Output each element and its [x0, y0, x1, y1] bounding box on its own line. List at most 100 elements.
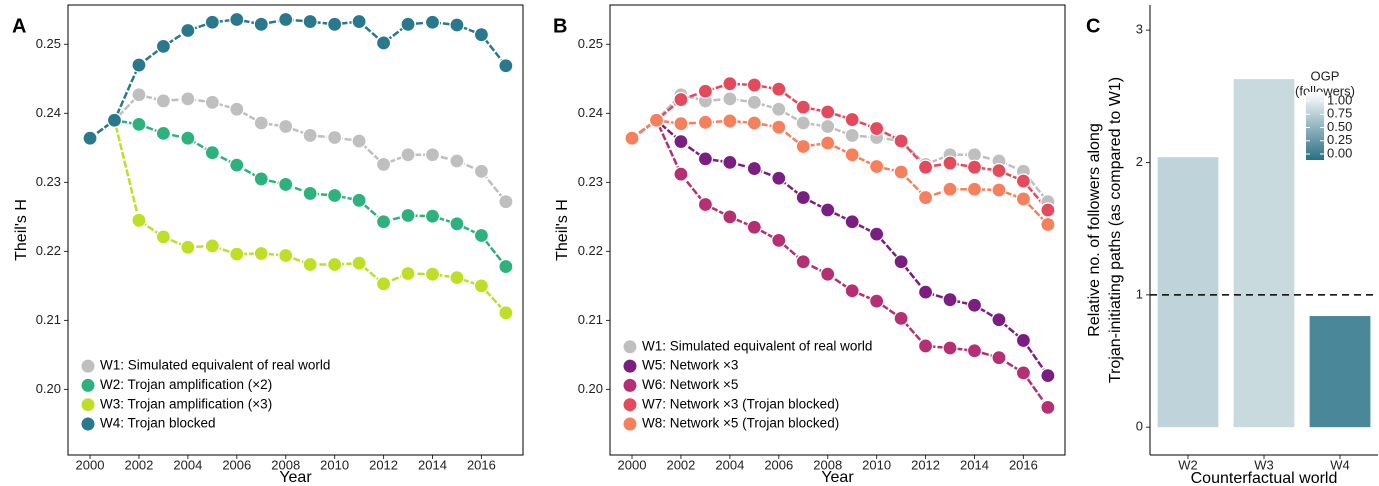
x-tick-label: 2012	[369, 457, 398, 472]
colorbar-label: 0.00	[1327, 145, 1352, 160]
data-point	[673, 134, 689, 150]
series-line	[89, 93, 507, 203]
bar	[1157, 157, 1219, 428]
data-point	[746, 219, 762, 235]
data-point	[498, 258, 514, 275]
data-point	[771, 232, 787, 248]
data-point	[155, 93, 172, 109]
data-point	[400, 147, 416, 163]
x-tick-label: 2002	[666, 457, 695, 472]
y-tick-label: 2	[1136, 154, 1143, 169]
legend-label: W1: Simulated equivalent of real world	[100, 358, 330, 373]
data-point	[795, 138, 811, 155]
colorbar	[1306, 92, 1324, 160]
y-tick-label: 3	[1136, 22, 1143, 37]
data-point	[1040, 202, 1056, 218]
legend-marker	[622, 339, 638, 355]
data-point	[869, 120, 885, 137]
data-point	[375, 214, 392, 230]
data-point	[991, 182, 1007, 198]
legend-label: W8: Network ×5 (Trojan blocked)	[642, 416, 839, 431]
data-point	[204, 94, 220, 110]
data-point	[697, 83, 714, 99]
data-point	[1040, 216, 1056, 233]
data-point	[278, 11, 294, 28]
x-tick-label: 2008	[813, 457, 842, 472]
data-point	[1015, 191, 1032, 207]
data-point	[375, 35, 392, 51]
x-tick-label: 2014	[960, 457, 989, 472]
data-point	[155, 229, 172, 245]
data-point	[722, 209, 738, 225]
data-point	[820, 266, 836, 282]
x-tick-label: 2006	[222, 457, 251, 472]
data-point	[449, 216, 465, 232]
x-tick-label: 2006	[764, 457, 793, 472]
data-point	[673, 91, 689, 108]
data-point	[917, 284, 934, 300]
data-point	[746, 77, 762, 93]
y-tick-label: 0.21	[578, 312, 603, 327]
data-point	[204, 14, 220, 30]
y-axis-title: Theil's H	[554, 199, 571, 261]
x-axis-title: Year	[821, 469, 854, 486]
data-point	[449, 17, 465, 33]
data-point	[302, 256, 318, 273]
y-tick-label: 0.21	[36, 312, 61, 327]
data-point	[966, 159, 983, 175]
y-tick-label: 0.23	[578, 174, 603, 189]
data-point	[795, 115, 811, 131]
data-point	[1015, 332, 1032, 349]
data-point	[498, 58, 514, 74]
colorbar-label: 0.50	[1327, 119, 1352, 134]
data-point	[844, 111, 860, 128]
panel-label: A	[12, 15, 26, 37]
data-point	[351, 255, 367, 271]
data-point	[327, 256, 343, 273]
data-point	[991, 312, 1007, 328]
data-point	[180, 91, 196, 107]
data-point	[1040, 399, 1056, 415]
data-point	[697, 196, 714, 213]
data-point	[917, 338, 934, 354]
data-point	[253, 245, 269, 262]
data-point	[673, 166, 689, 182]
x-tick-label: 2010	[320, 457, 349, 472]
data-point	[278, 176, 294, 193]
data-point	[722, 91, 738, 107]
data-point	[327, 16, 343, 32]
data-point	[204, 145, 220, 161]
series-line	[89, 118, 507, 314]
x-axis-title: Year	[279, 469, 312, 486]
series-line	[89, 118, 507, 268]
legend-marker	[80, 416, 96, 432]
data-point	[229, 101, 245, 117]
x-tick-label: 2014	[418, 457, 447, 472]
data-point	[449, 153, 465, 169]
data-point	[351, 13, 367, 30]
x-tick-label: 2000	[76, 457, 105, 472]
data-point	[253, 16, 269, 32]
y-tick-label: 0.22	[578, 243, 603, 258]
data-point	[722, 154, 738, 170]
legend-marker	[80, 358, 96, 374]
data-point	[893, 254, 909, 270]
x-axis-title: Counterfactual world	[1191, 470, 1338, 486]
data-point	[648, 112, 665, 128]
data-point	[991, 350, 1007, 366]
data-point	[722, 76, 738, 92]
y-tick-label: 0.24	[578, 105, 603, 120]
data-point	[327, 129, 343, 146]
data-point	[424, 208, 441, 224]
y-tick-label: 0.22	[36, 243, 61, 258]
data-point	[375, 156, 392, 173]
y-tick-label: 1	[1136, 286, 1143, 301]
legend-marker	[622, 397, 638, 413]
x-tick-label: 2016	[1009, 457, 1038, 472]
y-tick-label: 0	[1136, 419, 1143, 434]
data-point	[106, 112, 123, 128]
data-point	[820, 104, 836, 120]
y-axis-title: Trojan-initiating paths (as compared to …	[1107, 77, 1124, 383]
panel-label: C	[1086, 15, 1100, 37]
